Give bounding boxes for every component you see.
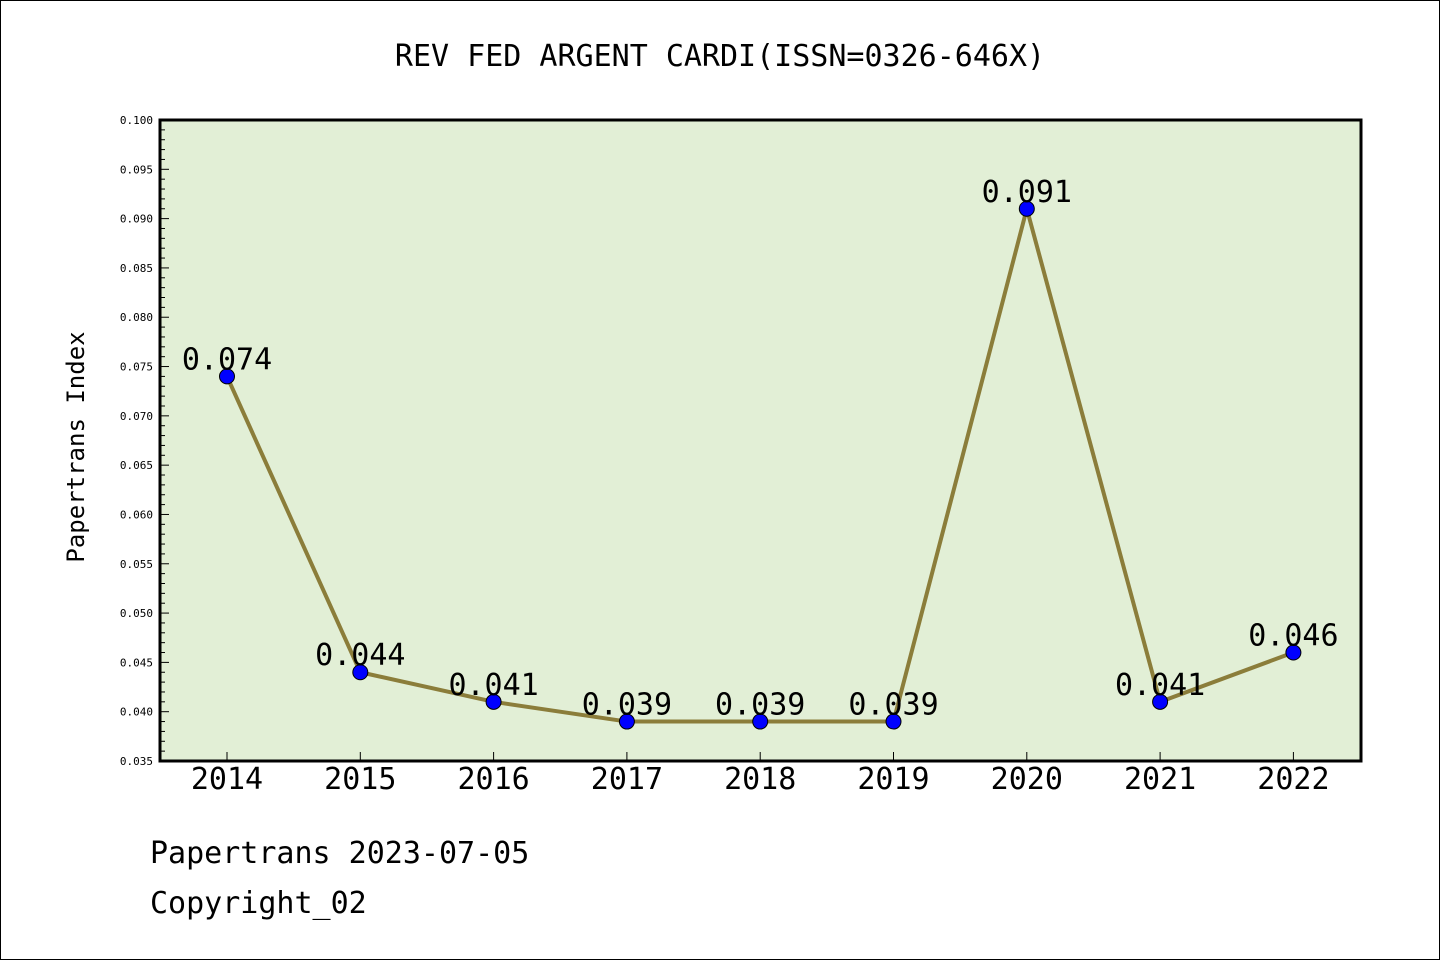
data-point xyxy=(1152,693,1169,710)
data-label: 0.039 xyxy=(582,688,672,723)
footer-copyright: Copyright_02 xyxy=(150,886,367,921)
footer-date: Papertrans 2023-07-05 xyxy=(150,836,530,871)
y-tick-label: 0.100 xyxy=(120,114,153,127)
data-point xyxy=(885,713,902,730)
x-axis: 2014 2015 2016 2017 2018 2019 2020 2021 2022 xyxy=(191,752,1330,797)
data-label: 0.046 xyxy=(1248,619,1338,654)
y-tick-label: 0.050 xyxy=(120,607,153,620)
plot-area xyxy=(158,118,1363,763)
y-tick-label: 0.045 xyxy=(120,656,153,669)
x-tick-label: 2020 xyxy=(991,762,1063,797)
data-point xyxy=(219,368,235,385)
data-label: 0.039 xyxy=(715,688,805,723)
x-tick-label: 2018 xyxy=(724,762,796,797)
y-tick-label: 0.080 xyxy=(120,311,153,324)
data-label: 0.039 xyxy=(848,688,938,723)
x-tick-label: 2016 xyxy=(457,762,529,797)
y-axis-label: Papertrans Index xyxy=(62,331,90,562)
x-tick-label: 2022 xyxy=(1257,762,1329,797)
data-point xyxy=(752,713,769,730)
x-tick-label: 2015 xyxy=(324,762,396,797)
data-point xyxy=(352,664,369,681)
x-tick-label: 2017 xyxy=(591,762,663,797)
x-tick-label: 2019 xyxy=(857,762,929,797)
y-tick-label: 0.085 xyxy=(120,262,153,275)
series-layer: 0.074 0.044 0.041 0.039 0.039 0.039 0.091 0.041… xyxy=(182,175,1339,730)
data-label: 0.044 xyxy=(315,638,405,673)
x-tick-label: 2014 xyxy=(191,762,263,797)
y-tick-label: 0.065 xyxy=(120,459,153,472)
chart-title: REV FED ARGENT CARDI(ISSN=0326-646X) xyxy=(395,39,1045,74)
y-axis: 0.035 0.040 0.045 0.050 0.055 0.060 0.065 0.070… xyxy=(120,114,169,768)
y-tick-label: 0.035 xyxy=(120,755,153,768)
data-point xyxy=(1285,644,1302,661)
y-tick-label: 0.060 xyxy=(120,508,153,521)
data-label: 0.074 xyxy=(182,342,272,377)
data-point xyxy=(1018,200,1035,217)
y-tick-label: 0.040 xyxy=(120,706,153,719)
data-point xyxy=(618,713,635,730)
y-tick-label: 0.075 xyxy=(120,361,153,374)
y-tick-label: 0.070 xyxy=(120,410,153,423)
y-tick-label: 0.095 xyxy=(120,163,153,176)
y-tick-label: 0.090 xyxy=(120,213,153,226)
x-tick-label: 2021 xyxy=(1124,762,1196,797)
data-label: 0.041 xyxy=(1115,668,1205,703)
data-point xyxy=(485,693,502,710)
data-label: 0.041 xyxy=(448,668,538,703)
y-tick-label: 0.055 xyxy=(120,558,153,571)
data-label: 0.091 xyxy=(982,175,1072,210)
